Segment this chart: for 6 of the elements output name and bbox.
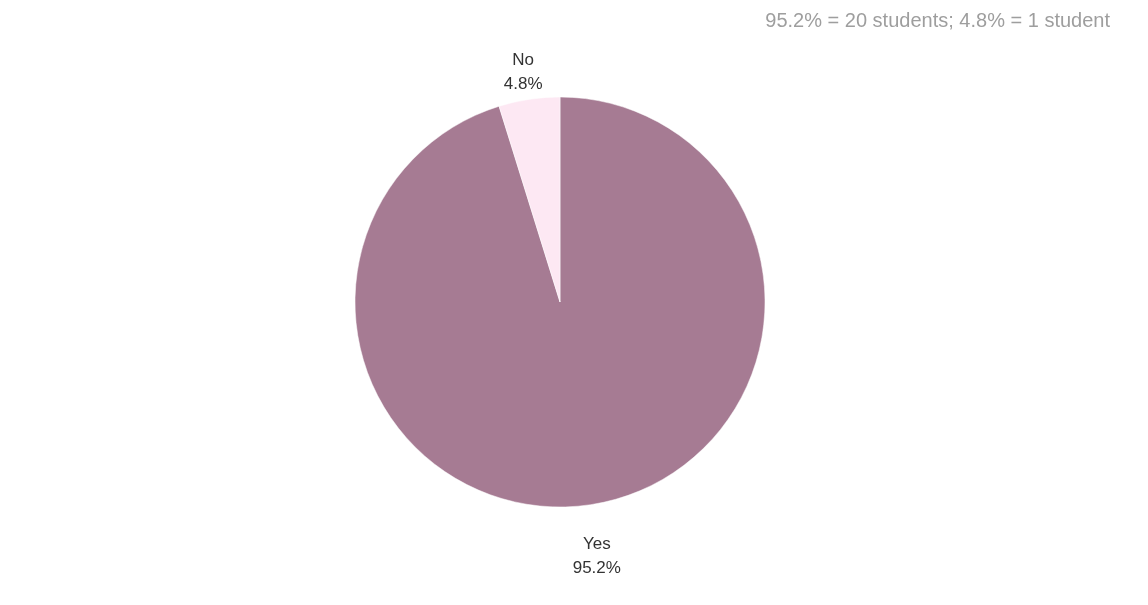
data-label: 4.8% [503, 73, 543, 93]
slice-label: No [512, 49, 535, 69]
text: 95.2% = 20 students; 4.8% = 1 student [765, 8, 1111, 31]
slice-label: Yes [582, 534, 611, 554]
pie-slice [354, 96, 766, 508]
data-label: 95.2% [572, 558, 621, 578]
